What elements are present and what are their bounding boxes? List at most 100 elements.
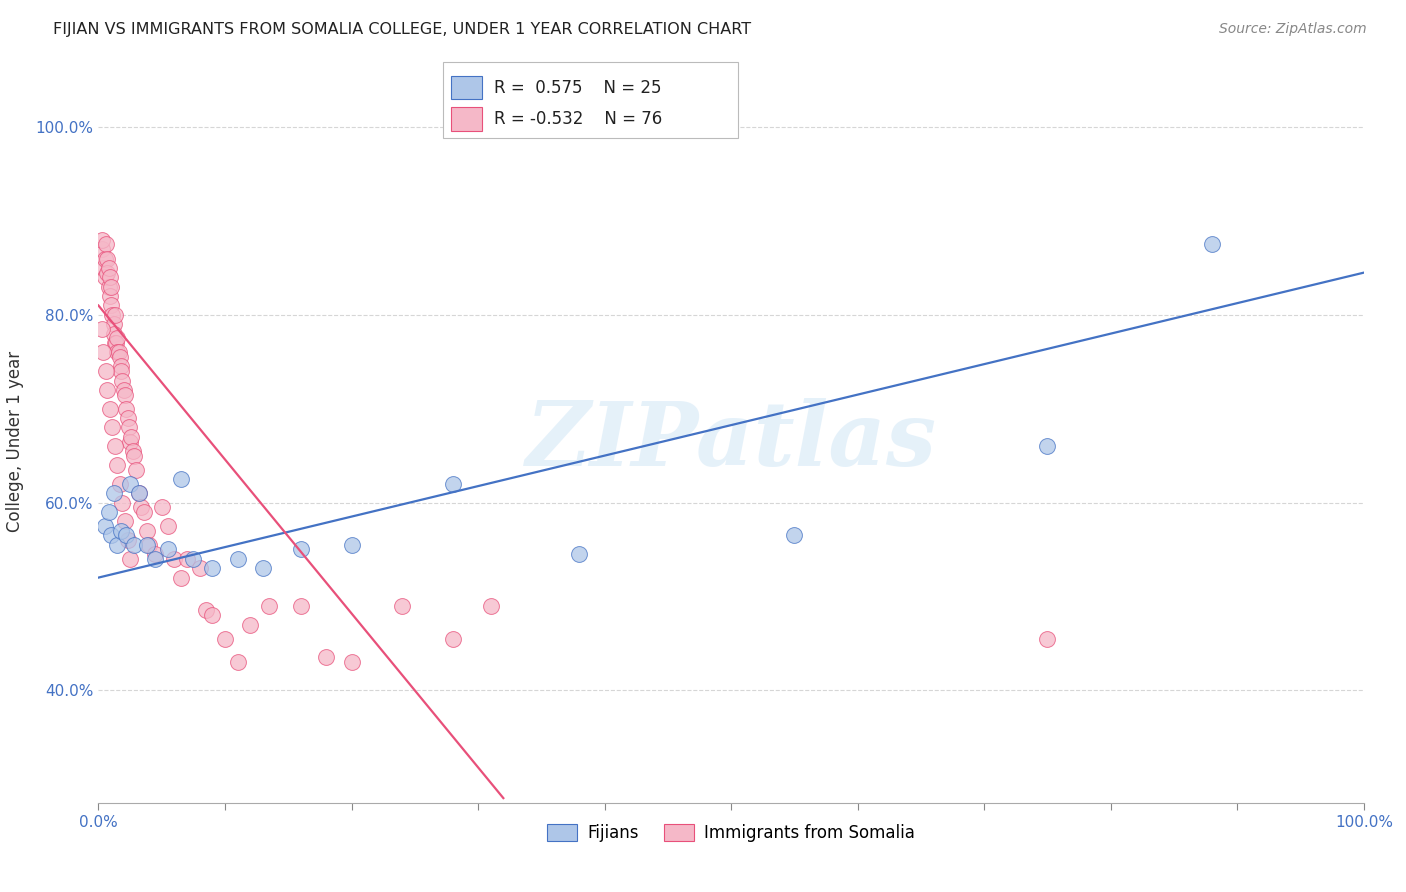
Point [93,252,117,266]
Point [96,383,118,397]
Point [163,551,186,566]
Point [157,542,180,557]
Point [783,528,806,542]
Point [107,458,129,472]
Point [188,561,211,575]
Point [128,486,150,500]
Point [128,486,150,500]
Text: FIJIAN VS IMMIGRANTS FROM SOMALIA COLLEGE, UNDER 1 YEAR CORRELATION CHART: FIJIAN VS IMMIGRANTS FROM SOMALIA COLLEG… [53,22,752,37]
Point [110,524,132,538]
Point [122,538,145,552]
Legend: Fijians, Immigrants from Somalia: Fijians, Immigrants from Somalia [541,817,921,848]
Point [120,434,141,449]
Point [315,650,337,665]
Text: R =  0.575    N = 25: R = 0.575 N = 25 [494,79,661,97]
Point [91,242,114,256]
Point [108,350,131,364]
Point [145,551,166,566]
Point [93,260,115,275]
Point [112,383,135,397]
Point [101,308,124,322]
Point [138,538,160,552]
Point [259,599,281,613]
Point [131,500,153,515]
Point [94,237,117,252]
Point [568,547,591,561]
Point [201,561,224,575]
Point [290,599,312,613]
Point [150,500,173,515]
Point [97,279,120,293]
Point [111,495,134,509]
Point [135,538,157,552]
Text: Source: ZipAtlas.com: Source: ZipAtlas.com [1219,22,1367,37]
Point [169,472,191,486]
Point [169,571,191,585]
Point [201,608,224,623]
Point [125,463,148,477]
Point [96,252,118,266]
Point [104,439,127,453]
Point [93,270,117,285]
Point [226,551,249,566]
Point [132,505,155,519]
Point [98,270,121,285]
Point [115,401,138,416]
Point [340,655,363,669]
Point [122,449,145,463]
Point [94,364,117,378]
Point [107,331,129,345]
Point [157,519,180,533]
Point [1036,439,1059,453]
Point [290,542,312,557]
Point [103,486,125,500]
Point [101,420,124,434]
Point [103,318,125,332]
Point [479,599,502,613]
Text: ZIPatlas: ZIPatlas [526,399,936,484]
Point [121,444,143,458]
Point [107,345,129,359]
Point [108,476,131,491]
Point [107,345,129,359]
Point [111,374,134,388]
Point [1036,632,1059,646]
Point [391,599,413,613]
Point [176,551,198,566]
Point [98,289,121,303]
Point [120,551,141,566]
Point [135,524,157,538]
Point [104,308,127,322]
Point [114,514,136,528]
Point [107,538,129,552]
Point [96,266,118,280]
Y-axis label: College, Under 1 year: College, Under 1 year [7,351,24,533]
Point [441,476,464,491]
Point [183,551,205,566]
Point [91,233,114,247]
Point [110,359,132,374]
Point [105,336,128,351]
Point [252,561,274,575]
Point [117,411,139,425]
Point [100,528,122,542]
Point [120,430,142,444]
Point [93,345,115,359]
Point [145,547,166,561]
Text: R = -0.532    N = 76: R = -0.532 N = 76 [494,111,662,128]
Point [117,533,139,547]
Point [91,322,114,336]
Point [93,519,117,533]
Point [114,387,136,401]
Point [103,326,125,341]
Point [194,603,218,617]
Point [104,336,127,351]
Point [120,476,141,491]
Point [1201,237,1223,252]
Point [97,505,120,519]
Point [340,538,363,552]
Point [441,632,464,646]
Point [115,528,138,542]
Point [214,632,236,646]
Point [97,260,120,275]
